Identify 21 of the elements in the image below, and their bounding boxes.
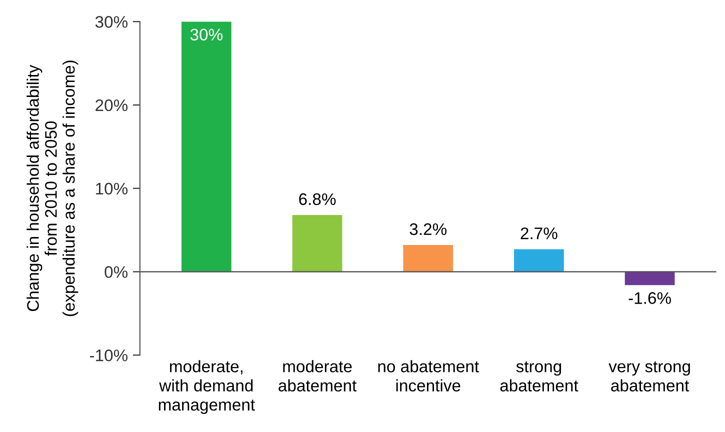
y-tick-label: 0% xyxy=(104,266,128,278)
bar xyxy=(624,272,675,286)
y-tick-label: 10% xyxy=(96,182,128,195)
bar xyxy=(181,22,232,272)
y-axis-title: Change in household affordability from 2010 to 2050 (expenditure as a share of income) xyxy=(26,60,78,316)
x-tick-label: moderate abatement xyxy=(278,360,357,392)
data-label: 30% xyxy=(190,28,223,41)
x-tick-label: no abatement incentive xyxy=(378,360,479,392)
y-tick-label: -10% xyxy=(90,350,128,362)
x-tick-label: very strong abatement xyxy=(608,361,690,392)
x-tick-label: moderate, with demand management xyxy=(158,360,255,414)
bar xyxy=(292,215,342,272)
x-tick-label: strong abatement xyxy=(500,361,578,392)
y-tick-label: 20% xyxy=(96,99,128,112)
bar xyxy=(514,249,564,272)
data-label: 6.8% xyxy=(299,193,336,206)
data-label: 3.2% xyxy=(410,223,447,236)
y-tick-label: 30% xyxy=(95,16,128,28)
data-label: 2.7% xyxy=(520,227,558,240)
bar xyxy=(403,245,454,272)
data-label: -1.6% xyxy=(628,292,671,304)
